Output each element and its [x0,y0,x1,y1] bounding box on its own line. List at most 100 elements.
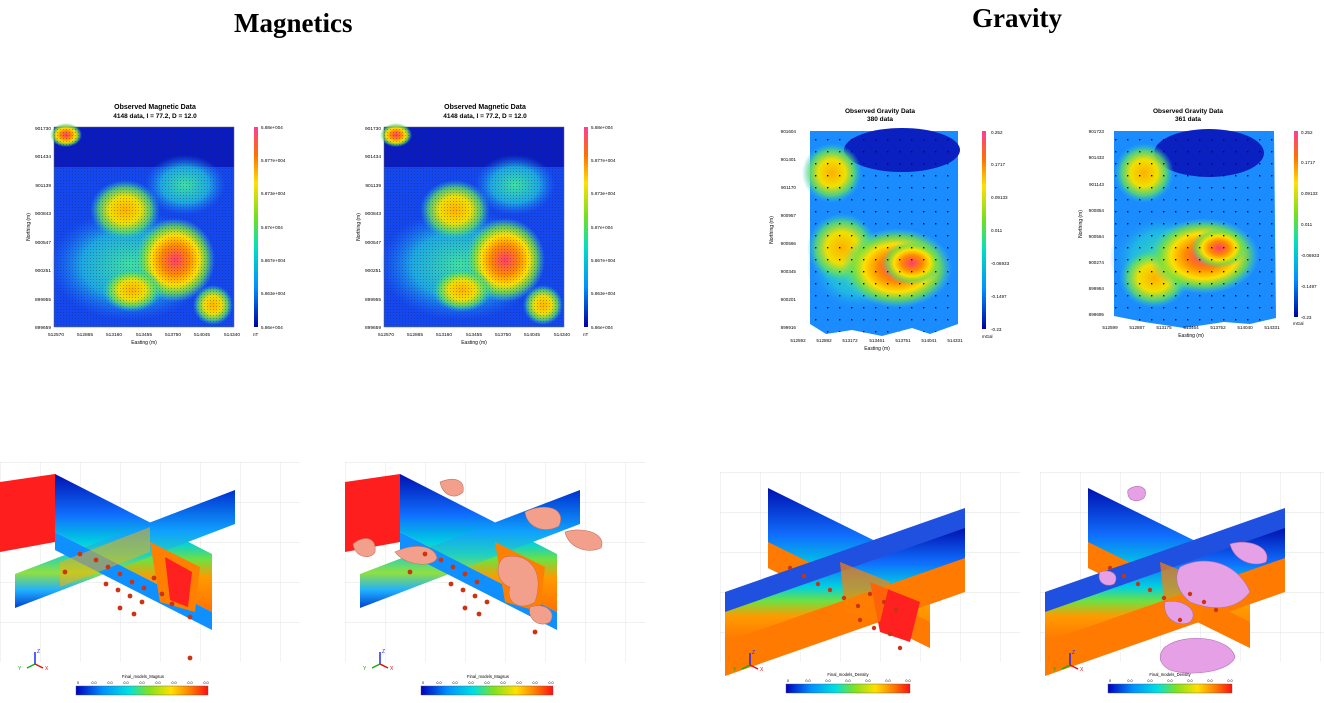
y-tick: 901143 [1089,182,1104,187]
density-isosurfaces [1098,486,1268,674]
scale-tick: 0.0 [885,679,890,683]
y-tick: 899659 [365,325,381,331]
colorbar-tick: 0.1717 [1301,160,1315,165]
colorbar-tick: 0.09133 [1301,191,1318,196]
y-tick: 901401 [781,157,797,162]
y-tick: 901139 [35,183,51,189]
scale-tick: 0.0 [1147,679,1152,683]
colorbar-tick: 5.87e+004 [261,225,283,230]
y-tick: 900547 [365,240,381,246]
x-tick: 513752 [1210,325,1226,330]
x-tick: 514041 [921,338,937,343]
scale-bar [75,685,209,696]
colorbar-tick: 0.252 [991,130,1003,135]
x-tick: 514045 [194,332,210,338]
map-x-ticks: 512570 512865 513160 513455 513750 51404… [378,332,570,338]
scale-title: Final_models_Magsus [122,674,164,679]
colorbar-tick: 5.877e+004 [261,158,286,163]
scale-tick: 0.0 [139,681,144,685]
colorbar-unit: mGal [982,334,993,339]
magnetics-heading: Magnetics [234,8,353,38]
map-y-ticks: 901730 901434 901139 900843 900547 90025… [35,126,51,331]
scale-bar [420,685,554,696]
scale-bar [785,683,911,694]
y-axis-label: Northing (m) [356,213,362,241]
scale-tick: 0.0 [187,681,192,685]
colorbar-unit: mGal [1293,321,1304,326]
x-tick: 512865 [77,332,93,338]
station-markers [62,551,193,661]
y-tick: 900843 [35,211,51,217]
y-tick: 900251 [35,268,51,274]
colorbar-tick: 5.86e+004 [261,325,283,330]
colorbar-tick: 0.011 [991,228,1003,233]
map-image [802,128,960,336]
y-tick: 900201 [781,297,797,302]
x-tick: 514040 [1237,325,1253,330]
colorbar-ticks: 0.252 0.1717 0.09133 0.011 -0.06933 -0.1… [991,130,1010,332]
inversion-sections [1045,488,1285,676]
y-tick: 901434 [35,154,51,160]
scale-title: Final_models_Density [1149,672,1191,677]
gravity-map-plot: Observed Gravity Data 361 data 901723 90… [1078,108,1320,339]
map-image [380,123,565,328]
y-tick: 900274 [1089,260,1105,265]
y-tick: 899984 [1089,286,1105,291]
x-tick: 513464 [1183,325,1199,330]
scale-tick: 0.0 [1207,679,1212,683]
orientation-axes-icon: Z Y X [18,649,49,672]
x-tick: 513160 [436,332,452,338]
gravity-map-panel-2: Observed Gravity Data 361 data 901723 90… [1074,98,1322,360]
scale-tick: 0.0 [91,681,96,685]
colorbar-ticks: 5.88e+004 5.877e+004 5.873e+004 5.87e+00… [591,125,616,330]
magnetic-3d-model-1: Z Y X Final_models_Magsus 0 0.0 0.0 0.0 … [0,462,300,698]
axis-y-label: Y [1053,667,1057,673]
y-axis-label: Northing (m) [769,216,775,244]
map-y-ticks: 901604 901401 901170 900957 900566 90034… [781,129,797,330]
y-tick: 900566 [781,241,797,246]
scale-tick: 0.0 [155,681,160,685]
map-x-ticks: 512570 512865 513160 513455 513750 51404… [48,332,240,338]
map-title: Observed Gravity Data [1153,108,1223,115]
map-title: Observed Magnetic Data [114,104,196,111]
x-tick: 512570 [48,332,64,338]
x-tick: 513455 [136,332,152,338]
x-tick: 514340 [224,332,240,338]
colorbar-ticks: 5.88e+004 5.877e+004 5.873e+004 5.87e+00… [261,125,286,330]
y-tick: 901434 [365,154,381,160]
scale-title: Final_models_Magsus [467,674,509,679]
colorbar-unit: nT [583,332,589,337]
y-tick: 900345 [781,269,797,274]
colorbar-tick: 5.87e+004 [591,225,613,230]
x-tick: 513455 [466,332,482,338]
colorbar [254,127,258,327]
y-tick: 901723 [1089,129,1105,134]
susceptibility-isosurfaces [352,479,603,625]
colorbar-tick: 0.252 [1301,130,1313,135]
scale-tick: 0.0 [452,681,457,685]
map-y-ticks: 901730 901434 901139 900843 900547 90025… [365,126,381,331]
scale-tick: 0.0 [171,681,176,685]
orientation-axes-icon: Z Y X [1053,650,1084,673]
x-tick: 513175 [1156,325,1172,330]
orientation-axes-icon: Z Y X [733,650,764,673]
magnetic-map-panel-2: Observed Magnetic Data 4148 data, I = 77… [350,95,620,365]
axis-z-label: Z [1072,650,1075,656]
scale-tick: 0.0 [436,681,441,685]
inversion-sections [725,488,965,676]
scale-tick: 0.0 [1127,679,1132,683]
colorbar-tick: 5.863e+004 [261,291,286,296]
gravity-heading: Gravity [972,3,1062,33]
y-tick: 900564 [1089,234,1105,239]
x-tick: 513160 [106,332,122,338]
gravity-map-plot: Observed Gravity Data 380 data 901604 90… [769,108,1010,352]
gravity-3d-model-1: Z Y X Final_models_Density 0 0.0 0.0 0.0… [720,472,1020,698]
x-tick: 512599 [1102,325,1118,330]
scale-title: Final_models_Density [827,672,869,677]
colorbar-tick: 5.867e+004 [591,258,616,263]
magnetic-map-plot: Observed Magnetic Data 4148 data, I = 77… [356,104,616,346]
x-tick: 512592 [790,338,806,343]
x-tick: 514331 [947,338,963,343]
colorbar-tick: 0.09133 [991,195,1008,200]
scale-tick: 0.0 [1167,679,1172,683]
